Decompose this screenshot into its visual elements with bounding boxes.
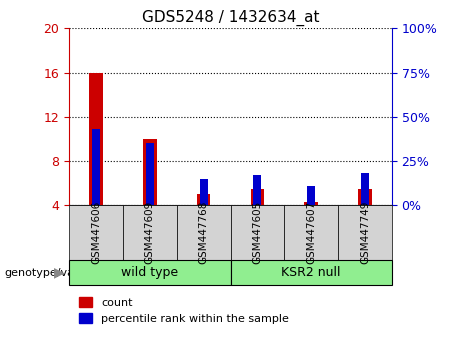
Title: GDS5248 / 1432634_at: GDS5248 / 1432634_at <box>142 9 319 25</box>
Text: GSM447606: GSM447606 <box>91 201 101 264</box>
Bar <box>143 139 157 205</box>
Text: GSM447607: GSM447607 <box>306 201 316 264</box>
Bar <box>254 175 261 205</box>
Bar <box>92 129 100 205</box>
Text: GSM447605: GSM447605 <box>252 201 262 264</box>
Bar <box>146 143 154 205</box>
Bar <box>307 186 315 205</box>
Bar <box>304 202 318 205</box>
Bar <box>89 73 103 205</box>
Text: genotype/variation: genotype/variation <box>5 268 111 278</box>
Bar <box>358 189 372 205</box>
Text: GSM447749: GSM447749 <box>360 201 370 264</box>
Text: GSM447609: GSM447609 <box>145 201 155 264</box>
Text: ▶: ▶ <box>54 266 65 280</box>
Text: KSR2 null: KSR2 null <box>281 266 341 279</box>
Bar <box>361 173 369 205</box>
Text: GSM447768: GSM447768 <box>199 201 209 264</box>
Legend: count, percentile rank within the sample: count, percentile rank within the sample <box>75 292 294 328</box>
Bar <box>197 194 210 205</box>
Bar <box>200 179 207 205</box>
Bar <box>251 189 264 205</box>
Text: wild type: wild type <box>121 266 178 279</box>
